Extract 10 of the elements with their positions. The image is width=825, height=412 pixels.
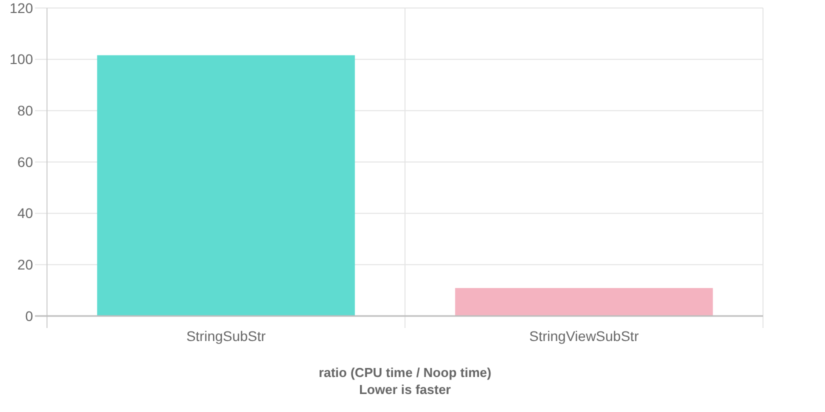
- x-tick-label: StringSubStr: [186, 328, 266, 344]
- y-tick-label: 60: [17, 154, 34, 170]
- x-axis-title: ratio (CPU time / Noop time) Lower is faster: [318, 365, 492, 397]
- y-tick-label: 120: [10, 0, 34, 16]
- y-tick-label: 40: [17, 205, 34, 222]
- y-tick-label: 0: [25, 308, 34, 324]
- y-tick-label: 20: [17, 256, 34, 273]
- y-tick-label: 100: [10, 51, 34, 68]
- x-tick-label: StringViewSubStr: [529, 328, 640, 344]
- y-tick-label: 80: [17, 102, 34, 119]
